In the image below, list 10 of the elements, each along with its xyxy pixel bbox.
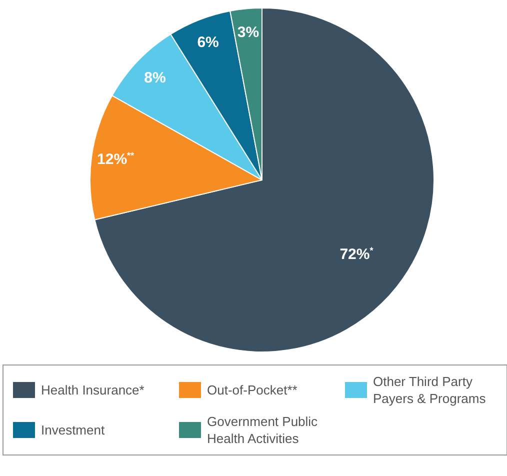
legend-label: Other Third Party Payers & Programs (373, 374, 486, 406)
legend-label: Investment (41, 422, 105, 438)
data-label: 8% (144, 69, 166, 86)
data-label: 6% (197, 34, 219, 51)
data-label: 12%** (97, 150, 135, 168)
legend-label: Health Insurance* (41, 382, 144, 398)
data-label: 72%* (340, 246, 374, 264)
legend-label: Government Public Health Activities (207, 414, 322, 446)
legend-label: Out-of-Pocket** (207, 382, 298, 398)
data-label: 3% (237, 24, 260, 42)
